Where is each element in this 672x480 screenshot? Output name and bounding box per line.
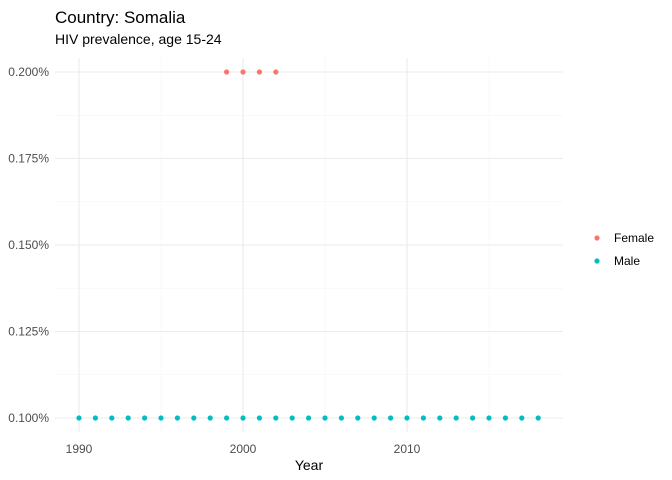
legend-label-male: Male bbox=[614, 254, 640, 268]
male-point bbox=[158, 415, 164, 421]
y-tick-label: 0.125% bbox=[8, 325, 49, 339]
male-point bbox=[388, 415, 394, 421]
chart-subtitle: HIV prevalence, age 15-24 bbox=[55, 31, 222, 47]
series-female bbox=[224, 69, 279, 75]
male-point bbox=[519, 415, 525, 421]
male-point bbox=[355, 415, 361, 421]
male-point bbox=[92, 415, 98, 421]
male-point bbox=[76, 415, 82, 421]
male-point bbox=[142, 415, 148, 421]
male-point bbox=[486, 415, 492, 421]
male-point bbox=[240, 415, 246, 421]
male-point bbox=[174, 415, 180, 421]
male-point bbox=[437, 415, 443, 421]
y-tick-label: 0.100% bbox=[8, 411, 49, 425]
male-point bbox=[470, 415, 476, 421]
male-point bbox=[502, 415, 508, 421]
male-point bbox=[109, 415, 115, 421]
x-tick-label: 2000 bbox=[230, 442, 257, 456]
series-male bbox=[76, 415, 541, 421]
x-tick-label: 1990 bbox=[66, 442, 93, 456]
male-point bbox=[371, 415, 377, 421]
plot-grid bbox=[55, 58, 563, 432]
male-point bbox=[256, 415, 262, 421]
male-point bbox=[289, 415, 295, 421]
legend-key-female bbox=[594, 235, 600, 241]
female-point bbox=[224, 69, 230, 75]
chart-title: Country: Somalia bbox=[55, 8, 186, 27]
male-point bbox=[404, 415, 410, 421]
female-point bbox=[240, 69, 246, 75]
y-tick-label: 0.175% bbox=[8, 152, 49, 166]
male-point bbox=[535, 415, 541, 421]
male-point bbox=[273, 415, 279, 421]
y-tick-label: 0.150% bbox=[8, 238, 49, 252]
data-points bbox=[76, 69, 541, 421]
female-point bbox=[256, 69, 262, 75]
male-point bbox=[322, 415, 328, 421]
x-tick-label: 2010 bbox=[394, 442, 421, 456]
male-point bbox=[420, 415, 426, 421]
male-point bbox=[125, 415, 131, 421]
male-point bbox=[453, 415, 459, 421]
male-point bbox=[224, 415, 230, 421]
x-axis-tick-labels: 1990 2000 2010 bbox=[66, 442, 421, 456]
legend-key-male bbox=[594, 258, 600, 264]
y-axis-tick-labels: 0.100% 0.125% 0.150% 0.175% 0.200% bbox=[8, 65, 49, 425]
female-point bbox=[273, 69, 279, 75]
male-point bbox=[207, 415, 213, 421]
legend-label-female: Female bbox=[614, 231, 654, 245]
male-point bbox=[338, 415, 344, 421]
male-point bbox=[191, 415, 197, 421]
legend: Female Male bbox=[594, 231, 654, 268]
y-tick-label: 0.200% bbox=[8, 65, 49, 79]
male-point bbox=[306, 415, 312, 421]
x-axis-title: Year bbox=[295, 457, 324, 473]
